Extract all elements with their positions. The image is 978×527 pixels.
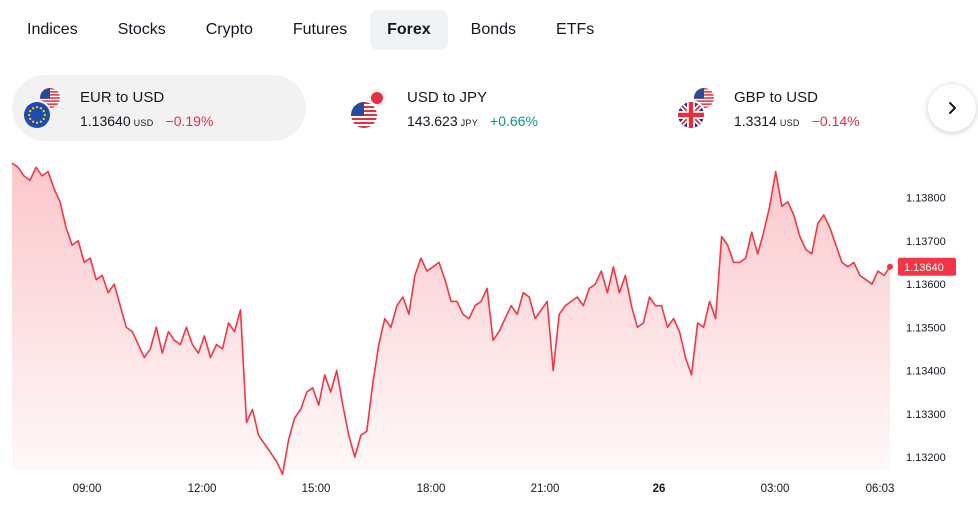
next-button[interactable] <box>928 84 976 132</box>
price-currency: USD <box>779 117 800 128</box>
price-chart[interactable]: 1.13800 1.13700 1.13600 1.13500 1.13400 1.133… <box>0 150 978 527</box>
pair-price: 143.623 <box>407 112 458 129</box>
forex-card-usd-to-jpy[interactable]: USD to JPY 143.623 JPY +0.66% <box>339 75 633 141</box>
y-tick-label: 1.13300 <box>906 409 946 421</box>
x-tick-label: 18:00 <box>417 483 446 495</box>
y-tick-label: 1.13600 <box>906 279 946 291</box>
japan-flag-icon <box>367 88 387 108</box>
forex-cards: EUR to USD 1.13640 USD −0.19% USD to JPY… <box>12 75 978 141</box>
eu-flag-icon <box>24 102 50 128</box>
tab-indices[interactable]: Indices <box>27 21 78 38</box>
x-tick-label: 06:03 <box>866 483 895 495</box>
last-price-dot <box>887 263 893 270</box>
pair-name: EUR to USD <box>80 88 165 106</box>
last-price-label: 1.13640 <box>904 262 944 274</box>
tab-stocks[interactable]: Stocks <box>117 21 166 38</box>
y-tick-label: 1.13800 <box>906 193 946 205</box>
us-flag-icon <box>40 88 60 108</box>
tab-crypto[interactable]: Crypto <box>205 21 253 38</box>
forex-card-gbp-to-usd[interactable]: GBP to USD 1.3314 USD −0.14% <box>666 75 960 141</box>
x-tick-label: 15:00 <box>302 483 331 495</box>
uk-flag-icon <box>678 102 704 128</box>
x-tick-label: 12:00 <box>188 483 217 495</box>
tab-futures[interactable]: Futures <box>292 21 348 38</box>
pair-price: 1.3314 <box>734 112 777 129</box>
price-change: +0.66% <box>490 112 538 129</box>
x-tick-label: 03:00 <box>761 483 790 495</box>
tab-bonds[interactable]: Bonds <box>470 21 517 38</box>
last-price-badge <box>898 257 956 276</box>
x-tick-label: 09:00 <box>73 483 102 495</box>
chevron-right-icon <box>949 102 956 114</box>
pair-name: USD to JPY <box>407 88 488 106</box>
forex-card-eur-to-usd[interactable]: EUR to USD 1.13640 USD −0.19% <box>12 75 306 141</box>
currency-pair-flags <box>24 86 68 130</box>
price-line <box>11 162 891 476</box>
price-area-fill <box>12 163 890 475</box>
y-tick-label: 1.13500 <box>906 322 946 334</box>
x-tick-label: 21:00 <box>531 483 560 495</box>
price-change: −0.14% <box>811 112 860 129</box>
y-tick-label: 1.13700 <box>906 236 946 248</box>
us-flag-icon <box>351 102 377 128</box>
price-currency: USD <box>133 117 154 128</box>
market-tabs: Indices Stocks Crypto Futures Forex Bonds ETFs <box>10 10 617 50</box>
currency-pair-flags <box>678 86 722 130</box>
y-tick-label: 1.13400 <box>906 366 946 378</box>
us-flag-icon <box>694 88 714 108</box>
currency-pair-flags <box>351 86 395 130</box>
pair-price: 1.13640 <box>80 112 131 129</box>
y-tick-label: 1.13200 <box>906 452 946 464</box>
tab-forex[interactable]: Forex <box>370 10 448 50</box>
tab-etfs[interactable]: ETFs <box>556 21 595 38</box>
price-change: −0.19% <box>165 112 214 129</box>
x-tick-label: 26 <box>653 483 666 495</box>
pair-name: GBP to USD <box>734 88 818 106</box>
price-currency: JPY <box>460 117 479 128</box>
